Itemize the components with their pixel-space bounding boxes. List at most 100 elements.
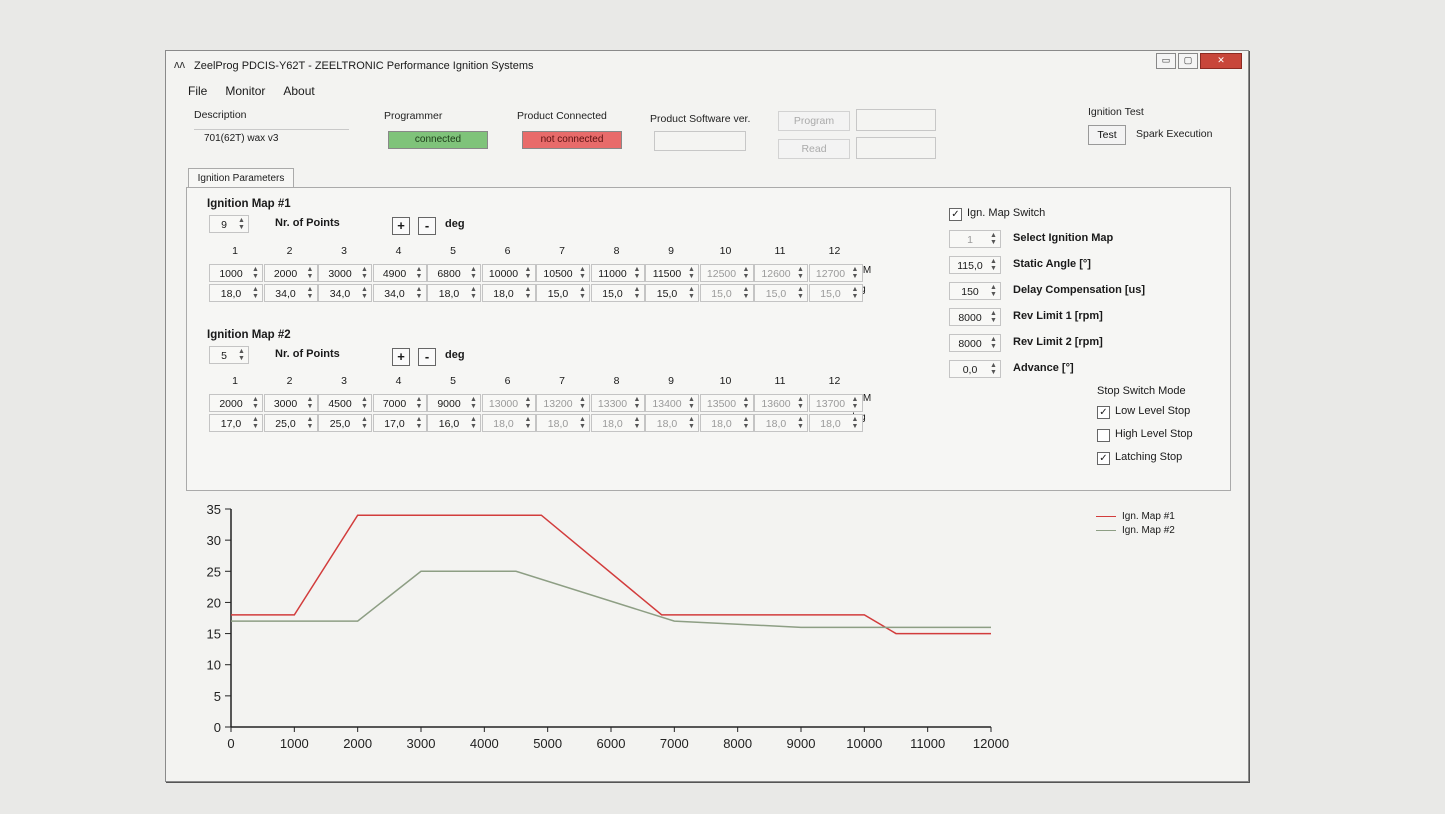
close-button[interactable]: ✕ [1200,53,1242,69]
map1-rpm-cell[interactable]: 10000 ▲ ▼ [481,264,536,282]
spinner-arrows-icon[interactable]: ▲ ▼ [742,266,750,280]
rev-limit-1-spinner[interactable]: 8000 ▲ ▼ [949,308,1001,326]
spinner-arrows-icon[interactable]: ▲ ▼ [851,286,859,300]
advance-spinner[interactable]: 0,0 ▲ ▼ [949,360,1001,378]
description-value[interactable]: 701(62T) wax v3 [204,133,279,144]
menu-about[interactable]: About [283,84,315,98]
map1-rpm-cell[interactable]: 12700 ▲ ▼ [808,264,863,282]
spinner-arrows-icon[interactable]: ▲ ▼ [797,266,804,280]
latching-stop-checkbox[interactable]: ✓ [1097,452,1110,465]
map2-deg-cell[interactable]: 16,0 ▲ ▼ [427,414,481,432]
rev-limit-2-spinner[interactable]: 8000 ▲ ▼ [949,334,1001,352]
map1-rpm-cell[interactable]: 12600 ▲ ▼ [754,264,808,282]
spinner-arrows-icon[interactable]: ▲ ▼ [470,416,477,430]
spinner-arrows-icon[interactable]: ▲ ▼ [306,266,314,280]
map1-deg-cell[interactable]: 15,0 ▲ ▼ [699,284,754,302]
spinner-arrows-icon[interactable]: ▲ ▼ [252,396,259,410]
menu-monitor[interactable]: Monitor [225,84,266,98]
map1-rpm-cell[interactable]: 2000 ▲ ▼ [263,264,318,282]
spinner-arrows-icon[interactable]: ▲ ▼ [579,286,586,300]
map2-deg-cell[interactable]: 17,0 ▲ ▼ [372,414,427,432]
map2-rpm-cell[interactable]: 13400 ▲ ▼ [645,394,699,412]
map1-rpm-cell[interactable]: 11500 ▲ ▼ [645,264,699,282]
map1-deg-cell[interactable]: 15,0 ▲ ▼ [645,284,699,302]
spinner-arrows-icon[interactable]: ▲ ▼ [238,217,245,231]
map2-deg-cell[interactable]: 18,0 ▲ ▼ [645,414,699,432]
spinner-arrows-icon[interactable]: ▲ ▼ [306,286,314,300]
spinner-arrows-icon[interactable]: ▲ ▼ [415,396,423,410]
spinner-arrows-icon[interactable]: ▲ ▼ [252,266,259,280]
map-switch-checkbox[interactable]: ✓ [949,208,962,221]
spinner-arrows-icon[interactable]: ▲ ▼ [524,266,532,280]
spinner-arrows-icon[interactable]: ▲ ▼ [361,266,368,280]
program-button[interactable]: Program [778,111,850,131]
map2-deg-cell[interactable]: 18,0 ▲ ▼ [699,414,754,432]
map2-deg-cell[interactable]: 17,0 ▲ ▼ [209,414,263,432]
spinner-arrows-icon[interactable]: ▲ ▼ [851,416,859,430]
map1-deg-cell[interactable]: 15,0 ▲ ▼ [536,284,590,302]
map2-deg-cell[interactable]: 25,0 ▲ ▼ [263,414,318,432]
menu-file[interactable]: File [188,84,208,98]
map2-rpm-cell[interactable]: 13000 ▲ ▼ [481,394,536,412]
map1-rpm-cell[interactable]: 10500 ▲ ▼ [536,264,590,282]
map1-deg-cell[interactable]: 18,0 ▲ ▼ [209,284,263,302]
map1-rpm-cell[interactable]: 6800 ▲ ▼ [427,264,481,282]
low-level-stop-checkbox[interactable]: ✓ [1097,406,1110,419]
map1-rpm-cell[interactable]: 4900 ▲ ▼ [372,264,427,282]
map2-deg-cell[interactable]: 18,0 ▲ ▼ [808,414,863,432]
map1-deg-cell[interactable]: 15,0 ▲ ▼ [754,284,808,302]
map1-deg-cell[interactable]: 34,0 ▲ ▼ [318,284,372,302]
spinner-arrows-icon[interactable]: ▲ ▼ [238,348,245,362]
spinner-arrows-icon[interactable]: ▲ ▼ [524,416,532,430]
map2-remove-point-button[interactable]: - [418,348,436,366]
map2-deg-cell[interactable]: 18,0 ▲ ▼ [536,414,590,432]
map2-points-spinner[interactable]: 5 ▲ ▼ [209,346,249,364]
spinner-arrows-icon[interactable]: ▲ ▼ [415,286,423,300]
spinner-arrows-icon[interactable]: ▲ ▼ [306,396,314,410]
map1-add-point-button[interactable]: + [392,217,410,235]
test-button[interactable]: Test [1088,125,1126,145]
spinner-arrows-icon[interactable]: ▲ ▼ [524,396,532,410]
map2-rpm-cell[interactable]: 13500 ▲ ▼ [699,394,754,412]
map1-rpm-cell[interactable]: 11000 ▲ ▼ [590,264,645,282]
minimize-button[interactable]: ▭ [1156,53,1176,69]
map1-rpm-cell[interactable]: 1000 ▲ ▼ [209,264,263,282]
maximize-button[interactable]: ▢ [1178,53,1198,69]
map1-deg-cell[interactable]: 18,0 ▲ ▼ [481,284,536,302]
spinner-arrows-icon[interactable]: ▲ ▼ [361,396,368,410]
spinner-arrows-icon[interactable]: ▲ ▼ [633,396,641,410]
spinner-arrows-icon[interactable]: ▲ ▼ [742,416,750,430]
spinner-arrows-icon[interactable]: ▲ ▼ [990,258,997,272]
map2-deg-cell[interactable]: 18,0 ▲ ▼ [754,414,808,432]
map2-rpm-cell[interactable]: 13700 ▲ ▼ [808,394,863,412]
spinner-arrows-icon[interactable]: ▲ ▼ [990,284,997,298]
spinner-arrows-icon[interactable]: ▲ ▼ [688,416,695,430]
map1-remove-point-button[interactable]: - [418,217,436,235]
spinner-arrows-icon[interactable]: ▲ ▼ [361,286,368,300]
map2-rpm-cell[interactable]: 3000 ▲ ▼ [263,394,318,412]
spinner-arrows-icon[interactable]: ▲ ▼ [688,266,695,280]
spinner-arrows-icon[interactable]: ▲ ▼ [361,416,368,430]
map2-add-point-button[interactable]: + [392,348,410,366]
spinner-arrows-icon[interactable]: ▲ ▼ [990,362,997,376]
map1-deg-cell[interactable]: 34,0 ▲ ▼ [372,284,427,302]
high-level-stop-checkbox[interactable] [1097,429,1110,442]
spinner-arrows-icon[interactable]: ▲ ▼ [470,396,477,410]
spinner-arrows-icon[interactable]: ▲ ▼ [524,286,532,300]
map2-rpm-cell[interactable]: 13300 ▲ ▼ [590,394,645,412]
spinner-arrows-icon[interactable]: ▲ ▼ [851,266,859,280]
spinner-arrows-icon[interactable]: ▲ ▼ [579,416,586,430]
spinner-arrows-icon[interactable]: ▲ ▼ [990,336,997,350]
map1-rpm-cell[interactable]: 3000 ▲ ▼ [318,264,372,282]
spinner-arrows-icon[interactable]: ▲ ▼ [688,286,695,300]
map2-deg-cell[interactable]: 18,0 ▲ ▼ [590,414,645,432]
spinner-arrows-icon[interactable]: ▲ ▼ [415,416,423,430]
map2-rpm-cell[interactable]: 2000 ▲ ▼ [209,394,263,412]
map1-deg-cell[interactable]: 15,0 ▲ ▼ [590,284,645,302]
select-map-spinner[interactable]: 1 ▲ ▼ [949,230,1001,248]
map2-rpm-cell[interactable]: 9000 ▲ ▼ [427,394,481,412]
spinner-arrows-icon[interactable]: ▲ ▼ [470,286,477,300]
spinner-arrows-icon[interactable]: ▲ ▼ [470,266,477,280]
spinner-arrows-icon[interactable]: ▲ ▼ [688,396,695,410]
map1-deg-cell[interactable]: 15,0 ▲ ▼ [808,284,863,302]
